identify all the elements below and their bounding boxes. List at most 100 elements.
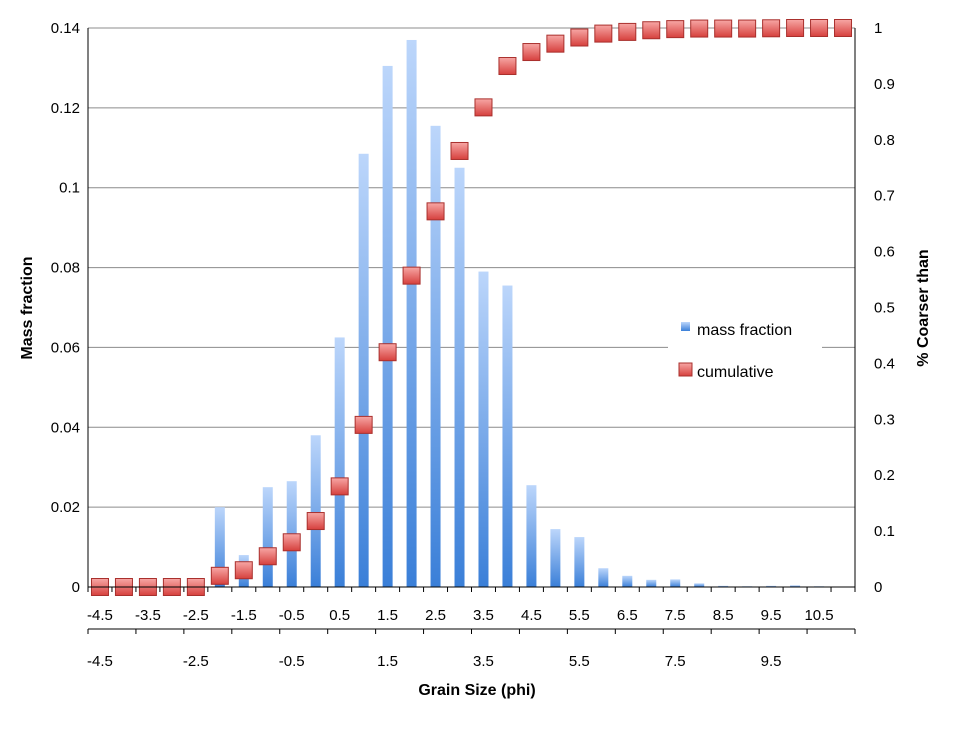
marker-cumulative — [810, 19, 829, 37]
bar-mass-fraction — [694, 583, 705, 587]
marker-cumulative — [330, 477, 349, 496]
marker-cumulative — [834, 19, 853, 37]
x-tick-label: 6.5 — [617, 607, 638, 624]
y-tick-label: 0 — [72, 579, 80, 596]
marker-cumulative — [690, 19, 709, 38]
bar-mass-fraction — [430, 125, 441, 587]
x-tick-label-secondary: 3.5 — [473, 653, 494, 670]
x-tick-label-secondary: -4.5 — [87, 653, 113, 670]
bar-mass-fraction — [478, 271, 489, 587]
marker-cumulative — [618, 22, 637, 41]
bar-mass-fraction — [310, 435, 321, 587]
y-tick-label: 0.02 — [51, 499, 80, 516]
marker-cumulative — [426, 202, 445, 221]
bar-mass-fraction — [790, 585, 801, 587]
y2-tick-label: 0.3 — [874, 411, 895, 428]
axes — [87, 28, 856, 634]
x-tick-label: 4.5 — [521, 607, 542, 624]
marker-cumulative — [570, 28, 589, 47]
x-tick-label: 0.5 — [329, 607, 350, 624]
x-tick-label-secondary: 7.5 — [665, 653, 686, 670]
y2-tick-label: 0.8 — [874, 132, 895, 149]
bar-mass-fraction — [502, 285, 513, 587]
bar-mass-fraction — [766, 585, 777, 587]
bar-mass-fraction — [526, 485, 537, 587]
legend-background — [668, 308, 822, 392]
x-tick-label-secondary: 5.5 — [569, 653, 590, 670]
y2-tick-label: 1 — [874, 20, 882, 37]
gridlines — [88, 27, 855, 508]
marker-cumulative — [282, 533, 301, 552]
y2-tick-label: 0.2 — [874, 467, 895, 484]
x-tick-label: 5.5 — [569, 607, 590, 624]
x-tick-label: -4.5 — [87, 607, 113, 624]
legend-swatch-mass-fraction — [681, 322, 690, 331]
x-tick-label: 2.5 — [425, 607, 446, 624]
marker-cumulative — [450, 141, 469, 160]
marker-cumulative — [762, 19, 781, 38]
legend-label-mass-fraction: mass fraction — [697, 322, 792, 339]
y-tick-label: 0.04 — [51, 419, 80, 436]
y2-tick-label: 0.7 — [874, 188, 895, 205]
marker-cumulative — [498, 57, 517, 76]
y-tick-label: 0.1 — [59, 180, 80, 197]
y2-tick-label: 0.9 — [874, 76, 895, 93]
x-tick-label: 10.5 — [804, 607, 833, 624]
x-tick-label-secondary: 1.5 — [377, 653, 398, 670]
y2-tick-label: 0.4 — [874, 355, 895, 372]
marker-cumulative — [522, 43, 541, 62]
bar-mass-fraction — [646, 579, 657, 587]
x-axis-title: Grain Size (phi) — [418, 682, 535, 699]
marker-cumulative — [354, 415, 373, 434]
bar-mass-fraction — [406, 39, 417, 587]
tick-labels: 0 0.02 0.04 0.06 0.08 0.1 0.12 0.14 0 0.1 0.2 0.3 0.… — [51, 20, 895, 670]
x-tick-label: 7.5 — [665, 607, 686, 624]
bar-mass-fraction — [454, 167, 465, 587]
bar-mass-fraction — [262, 487, 273, 587]
marker-cumulative — [378, 343, 397, 362]
y2-tick-label: 0.6 — [874, 244, 895, 261]
legend-swatch-cumulative — [678, 362, 693, 377]
cumulative-markers — [90, 19, 853, 596]
bar-mass-fraction — [718, 585, 729, 587]
bar-mass-fraction — [622, 575, 633, 587]
x-tick-label: -1.5 — [231, 607, 257, 624]
bar-mass-fraction — [214, 507, 225, 587]
marker-cumulative — [234, 561, 253, 580]
y2-tick-label: 0 — [874, 579, 882, 596]
x-tick-label: 8.5 — [713, 607, 734, 624]
bar-mass-fraction — [334, 337, 345, 587]
x-tick-label: -2.5 — [183, 607, 209, 624]
bar-mass-fraction — [598, 568, 609, 587]
legend-label-cumulative: cumulative — [697, 364, 774, 381]
x-tick-label-secondary: -2.5 — [183, 653, 209, 670]
x-tick-label: 9.5 — [761, 607, 782, 624]
bar-mass-fraction — [574, 537, 585, 587]
marker-cumulative — [714, 19, 733, 38]
bar-mass-fraction — [550, 529, 561, 587]
y-axis-title: Mass fraction — [19, 256, 36, 359]
marker-cumulative — [474, 98, 493, 117]
x-tick-label: -3.5 — [135, 607, 161, 624]
x-tick-label-secondary: 9.5 — [761, 653, 782, 670]
x-tick-label: 3.5 — [473, 607, 494, 624]
x-tick-label: -0.5 — [279, 607, 305, 624]
legend: mass fraction cumulative — [668, 308, 822, 392]
y2-tick-label: 0.5 — [874, 300, 895, 317]
marker-cumulative — [306, 512, 325, 531]
marker-cumulative — [258, 547, 277, 566]
marker-cumulative — [666, 20, 685, 39]
marker-cumulative — [642, 21, 661, 40]
bar-mass-fraction — [358, 153, 369, 587]
y2-axis-title: % Coarser than — [915, 249, 932, 366]
x-tick-label-secondary: -0.5 — [279, 653, 305, 670]
y-tick-label: 0.14 — [51, 20, 80, 37]
marker-cumulative — [786, 19, 805, 37]
marker-cumulative — [402, 266, 421, 285]
marker-cumulative — [738, 19, 757, 38]
marker-cumulative — [546, 34, 565, 53]
y2-tick-label: 0.1 — [874, 523, 895, 540]
y-tick-label: 0.08 — [51, 260, 80, 277]
x-tick-label: 1.5 — [377, 607, 398, 624]
